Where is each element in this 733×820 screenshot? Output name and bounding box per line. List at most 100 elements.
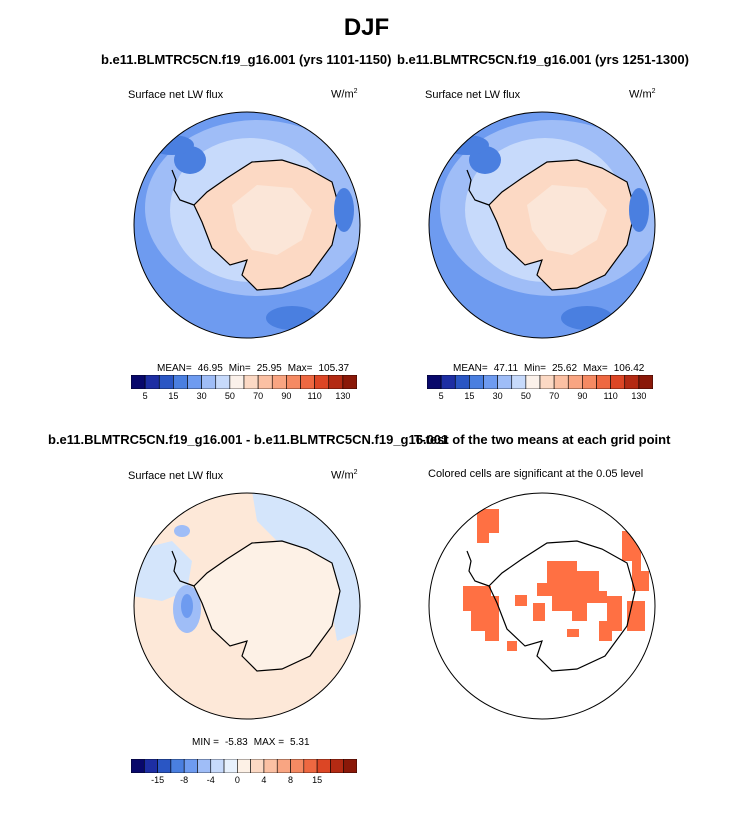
- colorbar-swatch: [173, 375, 188, 389]
- significant-cell: [515, 595, 527, 606]
- colorbar-tick-label: 30: [196, 391, 207, 401]
- panel3-stats: MIN = -5.83 MAX = 5.31: [192, 737, 310, 748]
- colorbar-swatch: [197, 759, 212, 773]
- significant-cell: [463, 586, 499, 641]
- colorbar-swatch: [638, 375, 653, 389]
- colorbar-swatch: [237, 759, 251, 773]
- panel1-variable-label: Surface net LW flux: [128, 89, 224, 101]
- colorbar-swatch: [582, 375, 597, 389]
- colorbar-tick-label: 0: [234, 775, 240, 785]
- colorbar-swatch: [290, 759, 305, 773]
- colorbar-swatch: [567, 375, 583, 389]
- colorbar-tick-label: 130: [335, 391, 351, 401]
- panel4-title: T-test of the two means at each grid poi…: [414, 432, 671, 447]
- colorbar-tick-label: -8: [180, 775, 189, 785]
- colorbar-swatch: [610, 375, 626, 389]
- panel2-stats: MEAN= 47.11 Min= 25.62 Max= 106.42: [453, 363, 645, 374]
- colorbar-tick-label: 110: [307, 391, 322, 401]
- panel2-map: [428, 111, 656, 339]
- low-flux-patch: [334, 188, 354, 232]
- colorbar-swatch: [187, 375, 202, 389]
- colorbar-tick-label: -15: [151, 775, 165, 785]
- colorbar-swatch: [210, 759, 225, 773]
- panel2-title: b.e11.BLMTRC5CN.f19_g16.001 (yrs 1251-13…: [397, 52, 689, 67]
- colorbar-tick-label: 50: [224, 391, 235, 401]
- low-flux-patch: [629, 188, 649, 232]
- panel1-units: W/m2: [331, 88, 358, 101]
- colorbar-swatch: [201, 375, 217, 389]
- colorbar-tick-label: -4: [206, 775, 215, 785]
- colorbar-swatch: [553, 375, 569, 389]
- colorbar-swatch: [158, 375, 174, 389]
- diff-negative-core: [181, 594, 193, 618]
- colorbar-swatch: [483, 375, 498, 389]
- colorbar-tick-label: 110: [603, 391, 618, 401]
- colorbar-swatch: [131, 759, 145, 773]
- panel2-variable-label: Surface net LW flux: [425, 89, 521, 101]
- colorbar-swatch: [263, 759, 278, 773]
- colorbar-tick-label: 15: [168, 391, 179, 401]
- low-flux-patch: [266, 306, 318, 330]
- colorbar-swatch: [303, 759, 318, 773]
- colorbar-tick-label: 5: [438, 391, 444, 401]
- colorbar-tick-label: 15: [464, 391, 475, 401]
- coastline: [488, 540, 636, 672]
- panel4-subtitle: Colored cells are significant at the 0.0…: [428, 468, 644, 480]
- low-flux-patch: [150, 135, 194, 155]
- peninsula: [171, 550, 195, 587]
- colorbar-swatch: [143, 759, 158, 773]
- diff-negative-region: [134, 541, 192, 601]
- colorbar-swatch: [440, 375, 456, 389]
- colorbar-swatch: [330, 759, 345, 773]
- panel3-units: W/m2: [331, 469, 358, 482]
- colorbar-swatch: [183, 759, 198, 773]
- peninsula: [171, 169, 195, 206]
- colorbar-tick-label: 90: [281, 391, 292, 401]
- antarctica-interior: [527, 185, 607, 255]
- colorbar-swatch: [223, 759, 238, 773]
- coastline: [193, 540, 341, 672]
- colorbar-tick-label: 130: [631, 391, 647, 401]
- significant-cell: [567, 629, 579, 637]
- colorbar-swatch: [276, 759, 291, 773]
- colorbar-swatch: [469, 375, 484, 389]
- low-flux-patch: [561, 306, 613, 330]
- colorbar-swatch: [170, 759, 185, 773]
- colorbar-swatch: [144, 375, 160, 389]
- colorbar-swatch: [343, 759, 357, 773]
- colorbar-swatch: [131, 375, 146, 389]
- panel3-title: b.e11.BLMTRC5CN.f19_g16.001 - b.e11.BLMT…: [48, 432, 449, 447]
- peninsula: [466, 169, 490, 206]
- panel1-colorbar-ticks: 5 15 30 50 70 90 110 130: [131, 391, 357, 403]
- panel2-colorbar: [427, 375, 653, 389]
- colorbar-swatch: [624, 375, 640, 389]
- colorbar-swatch: [257, 375, 273, 389]
- panel3-colorbar: [131, 759, 357, 773]
- colorbar-tick-label: 70: [549, 391, 560, 401]
- colorbar-tick-label: 4: [261, 775, 267, 785]
- colorbar-swatch: [157, 759, 172, 773]
- colorbar-tick-label: 50: [520, 391, 531, 401]
- colorbar-swatch: [300, 375, 315, 389]
- significant-cell: [477, 509, 499, 543]
- colorbar-swatch: [271, 375, 287, 389]
- colorbar-swatch: [427, 375, 442, 389]
- colorbar-swatch: [215, 375, 231, 389]
- figure-title: DJF: [343, 14, 390, 41]
- coastline: [193, 159, 341, 291]
- antarctica-interior: [232, 185, 312, 255]
- colorbar-swatch: [511, 375, 527, 389]
- colorbar-swatch: [286, 375, 301, 389]
- panel2-colorbar-ticks: 5 15 30 50 70 90 110 130: [427, 391, 653, 403]
- colorbar-swatch: [316, 759, 331, 773]
- peninsula: [466, 550, 490, 587]
- panel3-variable-label: Surface net LW flux: [128, 470, 224, 482]
- colorbar-swatch: [454, 375, 470, 389]
- colorbar-tick-label: 30: [492, 391, 503, 401]
- colorbar-swatch: [539, 375, 555, 389]
- colorbar-swatch: [243, 375, 259, 389]
- colorbar-swatch: [497, 375, 513, 389]
- significant-cell: [622, 531, 649, 591]
- significant-cell: [537, 561, 607, 621]
- panel1-title: b.e11.BLMTRC5CN.f19_g16.001 (yrs 1101-11…: [101, 52, 392, 67]
